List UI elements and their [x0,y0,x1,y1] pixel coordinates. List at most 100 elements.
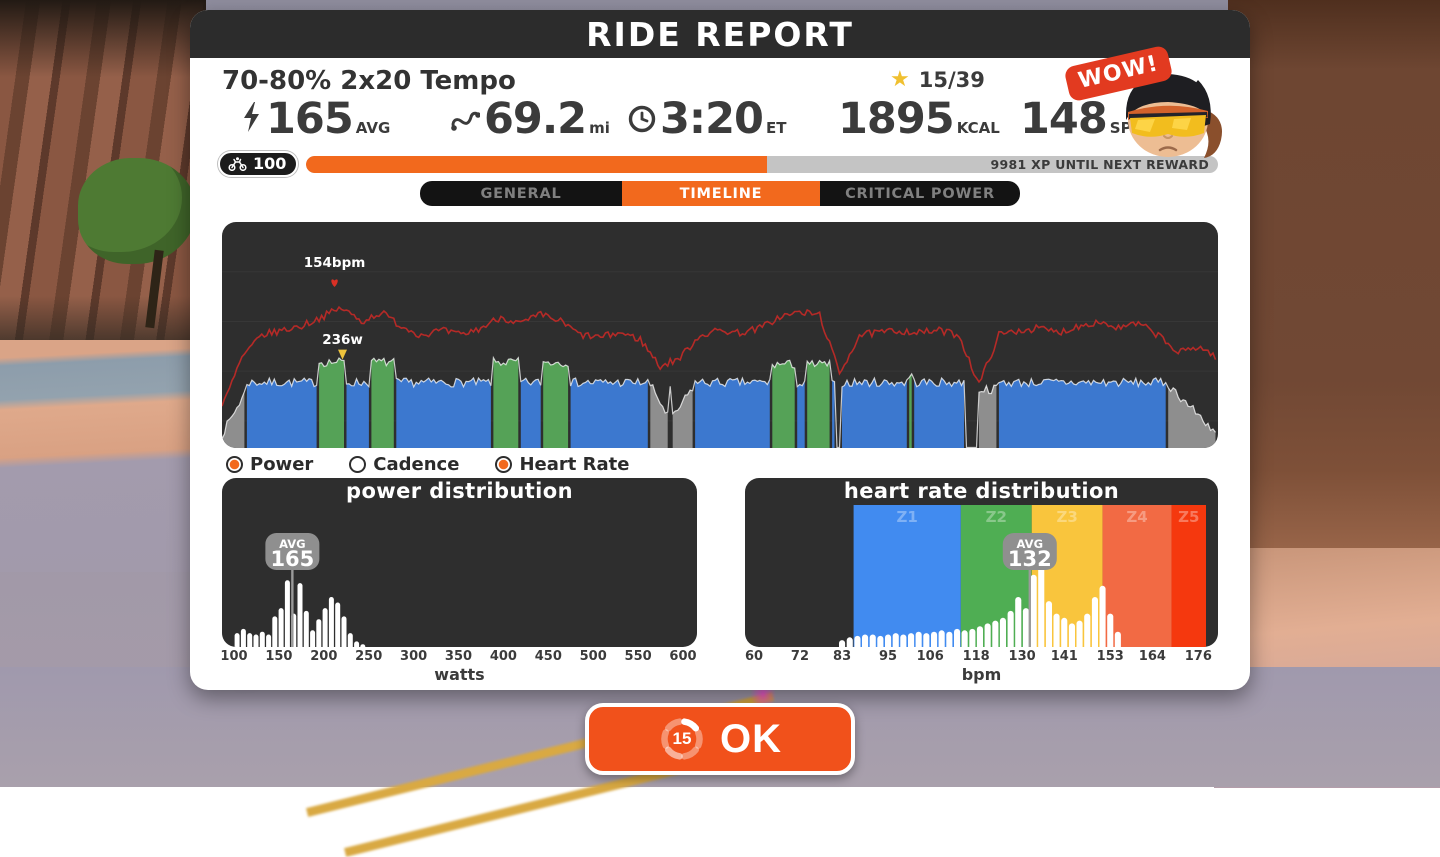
toggle-power[interactable]: Power [226,454,313,475]
rider-avatar: WOW! [1080,60,1240,164]
toggle-cadence-label: Cadence [373,454,459,475]
distance-unit: mi [589,119,610,137]
power-area-blue [347,379,369,448]
power-area-blue [571,378,648,448]
zone-label-Z4: Z4 [1126,508,1147,526]
axis-tick-350: 350 [445,649,472,664]
svg-text:165: 165 [270,547,314,571]
cyclist-icon [228,157,247,171]
tab-general[interactable]: GENERAL [420,181,622,206]
ok-button[interactable]: 15 OK [585,703,855,775]
axis-tick-83: 83 [833,649,851,664]
axis-tick-60: 60 [745,649,763,664]
countdown-ring: 15 [658,715,706,763]
axis-tick-118: 118 [963,649,990,664]
report-tabs: GENERAL TIMELINE CRITICAL POWER [420,181,1020,206]
toggle-heart-rate[interactable]: Heart Rate [495,454,629,475]
page-title: RIDE REPORT [586,15,854,54]
roadside-left [0,340,206,572]
axis-tick-550: 550 [625,649,652,664]
power-area-green [493,358,518,448]
countdown-number: 15 [658,715,706,763]
hr-zone-Z5 [1172,505,1206,647]
calories-unit: KCAL [957,119,1000,137]
power-area-green [543,362,568,448]
axis-tick-153: 153 [1097,649,1124,664]
heart-rate-axis-label: bpm [745,665,1218,684]
power-area-blue [999,378,1166,448]
canyon-wall-right [1228,0,1440,556]
power-area-green [772,360,794,448]
axis-tick-130: 130 [1009,649,1036,664]
zone-label-Z2: Z2 [986,508,1007,526]
level-number: 100 [253,154,286,173]
radio-heart-rate-indicator[interactable] [495,456,512,473]
power-area-gray [979,385,996,448]
xp-progress-fill [306,156,766,173]
lightning-icon [240,101,262,133]
axis-tick-150: 150 [265,649,292,664]
power-area-blue [521,378,541,448]
power-area-blue [832,381,834,449]
power-axis-label: watts [222,665,697,684]
ride-report-header: RIDE REPORT [190,10,1250,58]
xp-progress-row: 100 9981 XP UNTIL NEXT REWARD [218,152,1218,176]
power-area-green [807,361,829,449]
zone-label-Z1: Z1 [897,508,918,526]
axis-tick-72: 72 [791,649,809,664]
clock-icon [628,105,656,133]
power-area-blue [842,378,907,448]
axis-tick-400: 400 [490,649,517,664]
calories-value: 1895 [838,98,954,141]
axis-tick-300: 300 [400,649,427,664]
toggle-heart-rate-label: Heart Rate [519,454,629,475]
power-area-blue [396,378,491,448]
power-area-green [371,358,393,448]
zone-label-Z3: Z3 [1056,508,1077,526]
star-count: 15/39 [919,68,985,92]
axis-tick-176: 176 [1185,649,1212,664]
avg-power-value: 165 [266,98,353,141]
axis-tick-100: 100 [220,649,247,664]
route-stars: ★ 15/39 [890,68,985,92]
stat-calories: 1895 KCAL [838,98,1000,141]
axis-tick-250: 250 [355,649,382,664]
distance-value: 69.2 [484,98,586,141]
svg-text:132: 132 [1008,547,1052,571]
timeline-annotation: 154bpm [304,255,366,271]
radio-cadence-indicator[interactable] [349,456,366,473]
axis-tick-164: 164 [1139,649,1166,664]
zone-label-Z5: Z5 [1178,508,1199,526]
power-area-blue [695,378,770,448]
ride-report-card: RIDE REPORT 70-80% 2x20 Tempo ★ 15/39 16… [190,10,1250,690]
workout-title: 70-80% 2x20 Tempo [222,66,516,96]
radio-power-indicator[interactable] [226,456,243,473]
axis-tick-450: 450 [535,649,562,664]
power-area-blue [914,378,964,448]
stat-elapsed-time: 3:20 ET [628,98,786,141]
power-area-blue [797,381,805,448]
axis-tick-600: 600 [669,649,696,664]
power-area-green [319,358,344,448]
level-badge: 100 [218,151,298,177]
stat-distance: 69.2 mi [450,98,610,141]
axis-tick-95: 95 [879,649,897,664]
toggle-power-label: Power [250,454,313,475]
power-area-blue [247,378,317,448]
avg-power-unit: AVG [356,119,391,137]
ok-button-label: OK [720,717,782,762]
axis-tick-106: 106 [917,649,944,664]
toggle-cadence[interactable]: Cadence [349,454,459,475]
stat-avg-power: 165 AVG [240,98,390,141]
tab-timeline[interactable]: TIMELINE [622,181,820,206]
tab-critical-power[interactable]: CRITICAL POWER [820,181,1020,206]
power-area-green [909,374,912,448]
timeline-series-toggles: Power Cadence Heart Rate [226,454,629,475]
star-icon: ★ [890,69,910,91]
